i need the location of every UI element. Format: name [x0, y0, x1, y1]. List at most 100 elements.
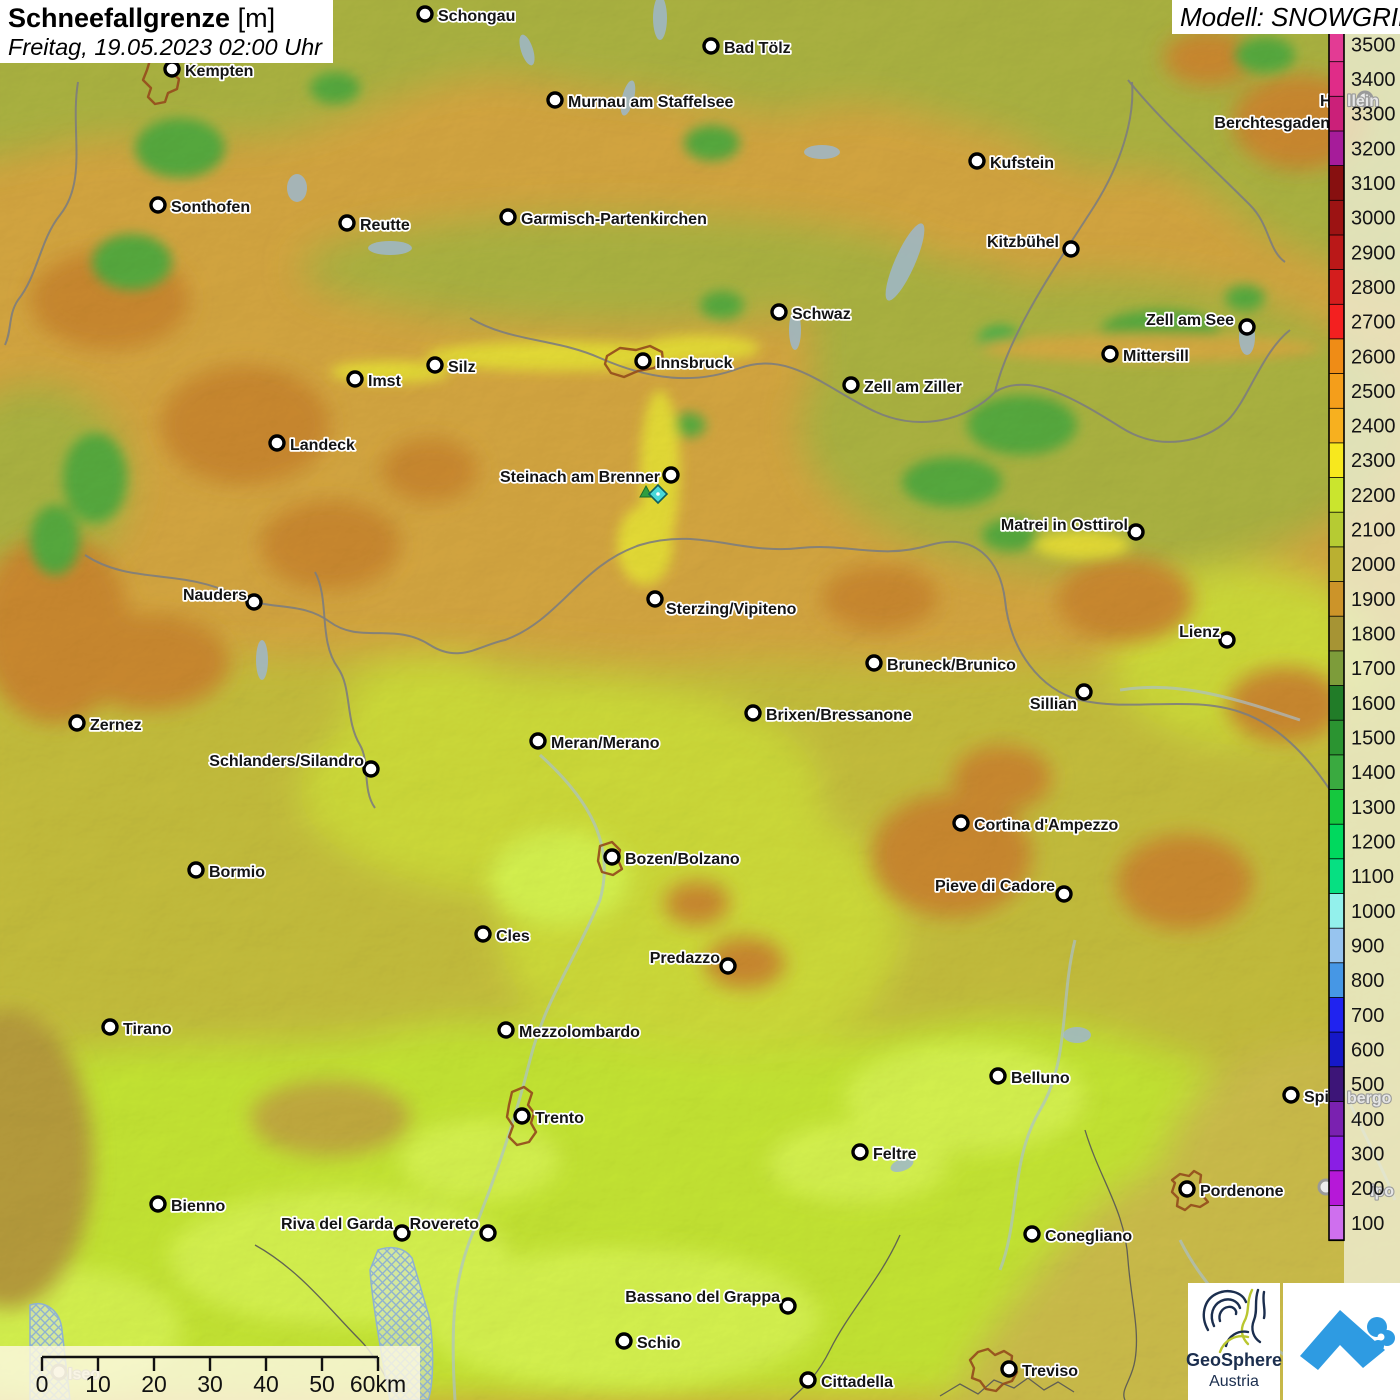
- city-label: Schwaz: [792, 306, 851, 323]
- title-box: Schneefallgrenze [m] Freitag, 19.05.2023…: [0, 0, 333, 63]
- city: Tirano: [101, 1018, 174, 1040]
- title-box-bg: [0, 0, 333, 63]
- city-label: Kempten: [185, 63, 253, 80]
- city-label: Feltre: [873, 1146, 917, 1163]
- city-marker: [513, 1107, 531, 1125]
- model-label: Modell: SNOWGRID: [1180, 2, 1400, 32]
- city-label: Mittersill: [1123, 348, 1189, 365]
- colorbar-segment: [1328, 546, 1345, 583]
- city-label: Lienz: [1179, 624, 1220, 641]
- colorbar-tick-label: 600: [1351, 1040, 1384, 1062]
- city-label: Sterzing/Vipiteno: [666, 601, 797, 618]
- city-marker: [187, 861, 205, 879]
- city-marker: [719, 957, 737, 975]
- scalebar-ticks: 0 10 20 30 40 50 60km: [36, 1357, 406, 1397]
- colorbar-segment: [1328, 754, 1345, 791]
- city-label: Rovereto: [410, 1216, 480, 1233]
- city: Cortina d'Ampezzo: [952, 814, 1120, 836]
- city: Lienz: [1177, 622, 1236, 649]
- model-box-bg: [1172, 0, 1400, 34]
- city: Kufstein: [968, 152, 1056, 174]
- cities-layer: Schongau Bad Tölz Kempten Murnau am Staffel…: [68, 5, 1339, 1393]
- colorbar-tick-label: 200: [1351, 1178, 1384, 1200]
- city-label: Matrei in Osttirol: [1001, 517, 1128, 534]
- city-marker: [952, 814, 970, 832]
- city: Meran/Merano: [529, 732, 661, 754]
- colorbar-tick-label: 3500: [1351, 34, 1396, 56]
- city-label: Cittadella: [821, 1374, 893, 1391]
- colorbar-segment: [1328, 95, 1345, 133]
- city-label: Sillian: [1030, 696, 1077, 713]
- city-label: Zell am See: [1146, 312, 1234, 329]
- city: Bozen/Bolzano: [603, 848, 742, 870]
- city-marker: [479, 1224, 497, 1242]
- city: Schio: [615, 1332, 682, 1354]
- colorbar-segment: [1328, 477, 1345, 514]
- city: Bassano del Grappa: [624, 1287, 797, 1315]
- covered-city-label: Berchtesgaden: [1214, 115, 1330, 132]
- city-marker: [338, 214, 356, 232]
- city: Silz: [426, 356, 477, 378]
- map-subtitle: Freitag, 19.05.2023 02:00 Uhr: [8, 34, 323, 60]
- colorbar-segment: [1328, 962, 1345, 999]
- city: Murnau am Staffelsee: [546, 91, 735, 113]
- colorbar-tick-label: 1800: [1351, 624, 1396, 646]
- city-marker: [1282, 1086, 1300, 1104]
- city: Pieve di Cadore: [933, 876, 1073, 903]
- colorbar-tick-label: 2500: [1351, 381, 1396, 403]
- city-label: Belluno: [1011, 1070, 1070, 1087]
- colorbar: 3500 3400 3300 3200 3100 3000 2900 2800 2700 2600…: [1328, 26, 1396, 1242]
- city-label: Treviso: [1022, 1363, 1078, 1380]
- scalebar-label: 30: [197, 1371, 223, 1397]
- city-marker: [1178, 1180, 1196, 1198]
- colorbar-tick-label: 2000: [1351, 554, 1396, 576]
- scalebar-label: 0: [36, 1371, 49, 1397]
- scalebar: 0 10 20 30 40 50 60km: [0, 1346, 420, 1400]
- city-marker: [779, 1297, 797, 1315]
- city-label: Kitzbühel: [987, 234, 1059, 251]
- station-markers: [639, 483, 669, 505]
- city-label: Cortina d'Ampezzo: [974, 817, 1118, 834]
- city-marker: [1000, 1360, 1018, 1378]
- city: Riva del Garda: [279, 1214, 411, 1242]
- city-label: Bad Tölz: [724, 40, 791, 57]
- colorbar-tick-label: 1000: [1351, 901, 1396, 923]
- covered-city-marker: [1356, 90, 1374, 108]
- city-marker: [1055, 885, 1073, 903]
- city: Schongau: [416, 5, 517, 27]
- city: Matrei in Osttirol: [999, 515, 1145, 541]
- city: Conegliano: [1023, 1225, 1134, 1247]
- colorbar-segment: [1328, 511, 1345, 548]
- colorbar-tick-label: 300: [1351, 1143, 1384, 1165]
- city: Feltre: [851, 1143, 918, 1165]
- city-marker: [499, 208, 517, 226]
- colorbar-tick-label: 1500: [1351, 728, 1396, 750]
- city-marker: [634, 352, 652, 370]
- colorbar-segment: [1328, 927, 1345, 964]
- city-label: Bruneck/Brunico: [887, 657, 1016, 674]
- city: Cittadella: [799, 1371, 895, 1393]
- colorbar-tick-label: 3200: [1351, 138, 1396, 160]
- city-marker: [68, 714, 86, 732]
- city: Sonthofen: [149, 196, 252, 218]
- city: Bruneck/Brunico: [865, 654, 1018, 676]
- colorbar-tick-label: 2200: [1351, 485, 1396, 507]
- colorbar-segment: [1328, 199, 1345, 237]
- city-label: Trento: [535, 1110, 584, 1127]
- city: Pordenone: [1178, 1180, 1285, 1202]
- city-label: Zernez: [90, 717, 142, 734]
- city-label: Landeck: [290, 437, 355, 454]
- city: Trento: [513, 1107, 586, 1129]
- colorbar-tick-label: 1900: [1351, 589, 1396, 611]
- city-marker: [362, 760, 380, 778]
- city-marker: [662, 466, 680, 484]
- colorbar-tick-label: 400: [1351, 1109, 1384, 1131]
- city-boundaries: [141, 51, 1210, 1393]
- model-box: Modell: SNOWGRID: [1172, 0, 1400, 34]
- colorbar-segment: [1328, 685, 1345, 722]
- colorbar-segment: [1328, 234, 1345, 271]
- city: Brixen/Bressanone: [744, 704, 914, 726]
- city-marker: [268, 434, 286, 452]
- city-marker: [1101, 345, 1119, 363]
- colorbar-segment: [1328, 789, 1345, 826]
